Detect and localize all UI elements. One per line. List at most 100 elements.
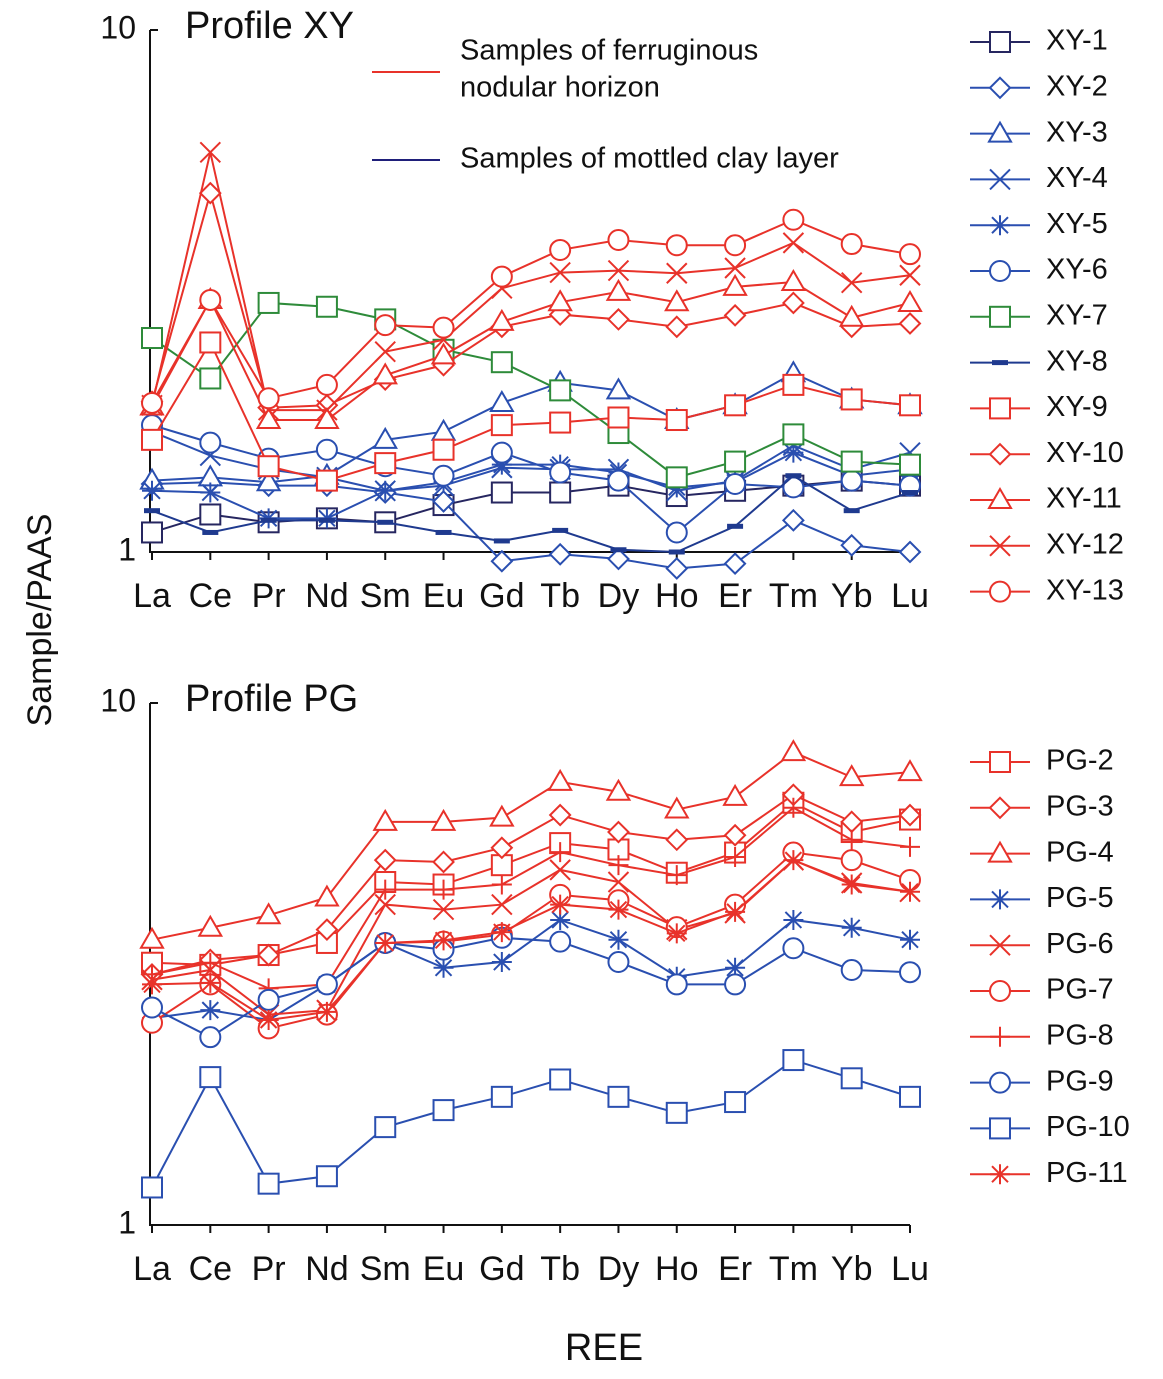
legend-label: XY-2 <box>1046 70 1108 102</box>
data-point <box>489 804 515 827</box>
legend-symbol <box>990 1026 1010 1047</box>
data-point <box>550 842 571 863</box>
legend-label: PG-7 <box>1046 974 1114 1006</box>
data-point <box>315 918 339 942</box>
x-tick-label: Tm <box>769 1250 818 1288</box>
data-point <box>607 547 630 571</box>
data-point <box>432 316 455 339</box>
x-tick-label: Eu <box>423 1250 465 1288</box>
data-point <box>724 394 747 417</box>
y-axis-label: Sample/PAAS <box>21 514 59 727</box>
data-point <box>900 881 920 902</box>
legend-symbol <box>990 889 1010 910</box>
x-tick-label: Yb <box>831 577 873 615</box>
data-point <box>142 480 162 501</box>
data-point <box>608 855 629 876</box>
data-point <box>257 1172 280 1195</box>
x-tick-label: Er <box>718 577 752 615</box>
data-point <box>607 259 630 282</box>
data-point <box>144 508 160 514</box>
data-point <box>899 243 921 266</box>
annotation-text: nodular horizon <box>460 72 660 104</box>
data-point <box>782 208 805 231</box>
legend-label: XY-10 <box>1046 437 1124 469</box>
data-point <box>315 295 338 318</box>
data-point <box>549 261 571 284</box>
x-tick-label: Ce <box>189 1250 232 1288</box>
data-point <box>841 829 862 850</box>
data-point <box>724 450 747 473</box>
data-point <box>607 469 630 492</box>
data-point <box>607 406 630 429</box>
data-point <box>491 454 512 475</box>
data-point <box>899 1085 921 1108</box>
x-tick-label: Tb <box>540 1250 580 1288</box>
data-point <box>374 314 397 337</box>
data-point <box>315 1165 338 1188</box>
data-point <box>490 414 513 437</box>
y-tick-label: 10 <box>100 682 136 718</box>
series-line <box>151 474 911 554</box>
data-point <box>491 893 513 916</box>
data-point <box>433 930 454 951</box>
x-tick-label: Yb <box>831 1250 873 1288</box>
legend-label: XY-5 <box>1046 208 1108 240</box>
data-point <box>199 331 222 354</box>
x-tick-label: Pr <box>252 1250 286 1288</box>
legend-label: XY-11 <box>1046 483 1122 515</box>
data-point <box>375 879 396 900</box>
data-point <box>781 291 805 315</box>
data-point <box>199 367 222 390</box>
x-tick-label: Ho <box>655 1250 698 1288</box>
series-line <box>151 858 911 1022</box>
data-point <box>316 1001 337 1022</box>
legend-symbol <box>989 1117 1011 1140</box>
data-point <box>723 303 747 327</box>
legend-label: XY-3 <box>1046 116 1108 148</box>
data-point <box>782 937 805 960</box>
data-point <box>493 538 510 544</box>
data-point <box>490 549 514 573</box>
data-point <box>902 490 918 496</box>
data-point <box>840 958 863 981</box>
data-point <box>899 394 921 417</box>
data-point <box>257 455 280 478</box>
data-point <box>318 517 335 523</box>
x-tick-label: Lu <box>891 577 929 615</box>
data-point <box>141 327 163 350</box>
data-point <box>314 884 340 907</box>
legend-symbol <box>989 1071 1011 1094</box>
legend-symbol <box>989 260 1011 282</box>
data-point <box>785 473 802 479</box>
data-point <box>374 452 397 475</box>
data-point <box>898 540 922 564</box>
data-point <box>552 527 569 533</box>
legend-symbol <box>990 215 1010 236</box>
legend-symbol <box>990 1164 1010 1185</box>
data-point <box>314 407 340 430</box>
data-point <box>547 768 573 791</box>
data-point <box>372 426 398 449</box>
data-point <box>783 850 804 871</box>
legend-label: XY-9 <box>1046 391 1108 423</box>
data-point <box>665 973 688 996</box>
legend-symbol <box>988 76 1012 100</box>
data-point <box>197 464 224 487</box>
legend-symbol <box>989 31 1011 53</box>
legend-label: XY-4 <box>1046 162 1108 194</box>
x-tick-label: Dy <box>598 577 640 615</box>
data-point <box>202 529 219 535</box>
data-point <box>372 362 398 385</box>
data-point <box>257 943 281 967</box>
legend-symbol <box>989 397 1011 420</box>
data-point <box>374 340 396 363</box>
data-point <box>666 865 687 886</box>
legend-label: XY-12 <box>1046 528 1124 560</box>
data-point <box>722 783 748 806</box>
data-point <box>664 796 690 819</box>
data-point <box>548 542 572 566</box>
x-tick-label: Gd <box>479 1250 524 1288</box>
data-point <box>724 1091 747 1114</box>
data-point <box>315 438 338 461</box>
